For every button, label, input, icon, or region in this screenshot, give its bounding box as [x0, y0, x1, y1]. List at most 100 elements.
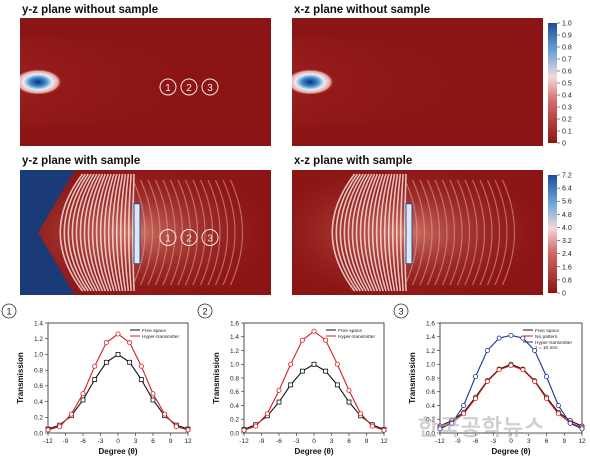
transmitted-wavefront [147, 179, 161, 286]
data-point [150, 391, 156, 397]
wavefront [71, 173, 92, 292]
wavefront [119, 173, 127, 292]
data-point [311, 328, 317, 334]
beam-source-spot [20, 69, 62, 95]
sample-slab [133, 203, 141, 265]
y-tick-label: 1.6 [426, 320, 435, 327]
y-tick-label: 1.0 [426, 362, 435, 369]
colorbar-bottom: 7.2 6.4 5.6 4.8 4.0 3.2 2.4 1.6 0.8 0 [548, 173, 572, 298]
colorbar-tick-label: 0.9 [562, 33, 572, 40]
data-point [369, 423, 375, 429]
wavefront [375, 173, 387, 292]
colorbar-tick-label: 0.4 [562, 93, 572, 100]
x-tick-label: 3 [527, 438, 531, 445]
y-tick-label: 0.2 [34, 415, 43, 422]
data-point [473, 374, 479, 380]
colorbar-tick-label: 0 [562, 291, 566, 298]
transmitted-wavefront [419, 179, 433, 286]
field-title-2: x-z plane without sample [294, 4, 431, 16]
y-tick-label: 1.0 [34, 352, 43, 359]
wavefront [343, 173, 364, 292]
y-tick-label: 0.4 [230, 403, 239, 410]
data-point [543, 374, 549, 380]
wavefront [123, 173, 130, 292]
x-tick-label: 12 [578, 438, 586, 445]
data-point [299, 337, 305, 343]
transmitted-wavefront [404, 179, 418, 286]
y-tick-label: 0.2 [426, 417, 435, 424]
data-point [323, 337, 329, 343]
data-point [92, 377, 98, 382]
panel-number: 1 [6, 307, 11, 317]
transmitted-wavefront [464, 179, 478, 286]
wavefront [132, 173, 135, 292]
colorbar-tick-label: 0.3 [562, 105, 572, 112]
data-point [92, 363, 98, 369]
colorbar-tick-label: 0 [562, 141, 566, 148]
colorbar-tick-label: 0.7 [562, 57, 572, 64]
wavefront [91, 173, 107, 292]
sample-slab [405, 203, 413, 265]
legend-label: Free space [338, 328, 362, 334]
panel-number: 3 [398, 307, 403, 317]
data-point [508, 363, 514, 369]
field-title-3: y-z plane with sample [22, 155, 141, 167]
colorbar-tick-label: 1.6 [562, 264, 572, 271]
x-tick-label: -3 [490, 438, 496, 445]
colorbar-tick-label: 0.5 [562, 81, 572, 88]
transmitted-wavefront [479, 179, 493, 286]
data-point [579, 426, 585, 432]
transmitted-wavefront [192, 179, 206, 286]
wavefront [379, 173, 390, 292]
x-axis-label: Degree (θ) [295, 447, 334, 456]
y-tick-label: 0.6 [34, 383, 43, 390]
x-tick-label: -3 [294, 438, 300, 445]
transmitted-wavefront [162, 179, 176, 286]
data-point [241, 427, 247, 433]
y-tick-label: 0.8 [426, 375, 435, 382]
data-point [543, 396, 549, 402]
wavefront [400, 173, 404, 292]
x-tick-label: 3 [330, 438, 334, 445]
region-marker-label: 2 [186, 234, 192, 245]
y-tick-label: 0.4 [34, 399, 43, 406]
wavefront [107, 173, 118, 292]
x-tick-label: -9 [63, 438, 69, 445]
colorbar-gradient [548, 23, 557, 143]
data-point [334, 361, 340, 367]
colorbar-tick-label: 1.0 [562, 21, 572, 28]
y-tick-label: 0.0 [34, 430, 43, 437]
transmitted-wavefront [501, 179, 516, 286]
x-tick-label: 9 [365, 438, 369, 445]
colorbar-tick-label: 4.0 [562, 225, 572, 232]
transmitted-wavefront [132, 179, 146, 286]
field-map-xz-without-sample [292, 18, 543, 146]
transmitted-wavefront [434, 179, 448, 286]
panel-number-circle [393, 303, 409, 319]
panel-number-circle [197, 303, 213, 319]
data-point [567, 420, 573, 426]
region-marker-label: 2 [186, 83, 192, 94]
data-point [162, 411, 168, 417]
colorbar-tick-label: 3.2 [562, 238, 572, 245]
legend-label: Free space [535, 328, 559, 334]
y-tick-label: 1.2 [34, 336, 43, 343]
field-map-yz-without-sample: 1 2 3 [20, 18, 271, 146]
region-marker-circle [180, 78, 198, 96]
x-tick-label: -12 [435, 438, 445, 445]
wavefront [383, 173, 393, 292]
transmitted-wavefront [411, 179, 426, 286]
data-point [173, 424, 179, 430]
transmitted-wavefront [184, 179, 199, 286]
y-tick-label: 0.2 [230, 417, 239, 424]
x-tick-label: -12 [239, 438, 249, 445]
region-marker-circle [180, 229, 198, 246]
y-tick-label: 0.6 [230, 389, 239, 396]
panel-number-circle [1, 303, 17, 319]
y-tick-label: 1.2 [426, 348, 435, 355]
y-axis-label: Transmission [212, 352, 221, 404]
data-point [253, 423, 259, 429]
data-point [555, 411, 561, 417]
beam-source-spot [292, 69, 334, 95]
transmitted-wavefront [222, 179, 236, 286]
